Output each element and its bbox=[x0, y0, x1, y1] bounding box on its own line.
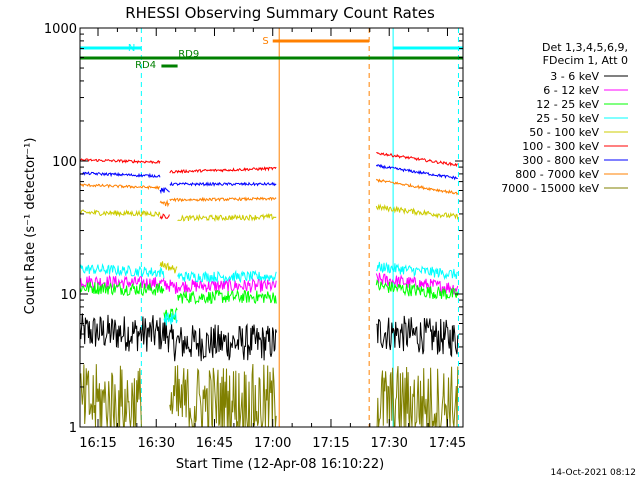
legend-header: FDecim 1, Att 0 bbox=[543, 54, 628, 67]
series-line bbox=[169, 363, 277, 428]
x-tick-label: 17:15 bbox=[312, 436, 349, 451]
series-1 bbox=[79, 313, 459, 362]
y-tick-label: 100 bbox=[52, 155, 77, 170]
legend-label: 25 - 50 keV bbox=[536, 112, 599, 125]
flag-s-label: S bbox=[262, 36, 268, 47]
series-line bbox=[159, 199, 170, 208]
series-8 bbox=[79, 178, 459, 208]
flag-rd9-label: RD9 bbox=[178, 49, 199, 60]
series-line bbox=[376, 366, 459, 428]
legend-label: 50 - 100 keV bbox=[529, 126, 599, 139]
series-9 bbox=[79, 363, 459, 428]
footer-date: 14-Oct-2021 08:12 bbox=[551, 468, 636, 478]
series-line bbox=[79, 158, 161, 165]
series-line bbox=[375, 279, 459, 300]
series-line bbox=[177, 269, 277, 284]
chart-title: RHESSI Observing Summary Count Rates bbox=[125, 4, 435, 22]
series-line bbox=[376, 261, 459, 281]
plot-axes bbox=[79, 27, 464, 428]
plot-frame bbox=[79, 27, 464, 428]
y-tick-label: 1000 bbox=[44, 22, 77, 37]
legend-label: 12 - 25 keV bbox=[536, 98, 599, 111]
y-tick-label: 10 bbox=[60, 288, 77, 303]
legend-label: 300 - 800 keV bbox=[522, 154, 599, 167]
series-line bbox=[376, 151, 458, 168]
series-line bbox=[375, 203, 459, 220]
series-line bbox=[79, 262, 165, 278]
series-line bbox=[375, 163, 458, 181]
series-line bbox=[169, 166, 277, 174]
series-line bbox=[375, 178, 459, 196]
series-line bbox=[79, 364, 142, 428]
series-line bbox=[79, 274, 165, 290]
series-line bbox=[169, 181, 277, 187]
flag-n-label: N bbox=[128, 43, 135, 54]
x-tick-label: 16:30 bbox=[138, 436, 175, 451]
x-tick-label: 16:45 bbox=[196, 436, 233, 451]
x-tick-label: 17:45 bbox=[429, 436, 466, 451]
series-line bbox=[177, 212, 277, 223]
series-4 bbox=[79, 261, 459, 326]
series-line bbox=[79, 281, 165, 297]
x-tick-label: 17:00 bbox=[254, 436, 291, 451]
flag-rd4-label: RD4 bbox=[135, 60, 156, 71]
x-tick-label: 17:30 bbox=[370, 436, 407, 451]
series-line bbox=[79, 313, 169, 353]
series-line bbox=[177, 277, 277, 293]
series-line bbox=[177, 288, 277, 305]
series-7 bbox=[79, 163, 458, 195]
series-line bbox=[79, 208, 161, 218]
series-line bbox=[376, 315, 459, 358]
legend-label: 100 - 300 keV bbox=[522, 140, 599, 153]
x-tick-label: 16:15 bbox=[79, 436, 116, 451]
legend-header: Det 1,3,4,5,6,9, bbox=[542, 41, 628, 54]
series-6 bbox=[79, 151, 458, 220]
series-line bbox=[159, 261, 178, 274]
series-line bbox=[163, 311, 178, 326]
series-3 bbox=[79, 279, 459, 323]
legend-label: 6 - 12 keV bbox=[543, 84, 599, 97]
y-tick-label: 1 bbox=[69, 421, 77, 436]
y-axis-label: Count Rate (s⁻¹ detector⁻¹) bbox=[23, 138, 38, 315]
legend: Det 1,3,4,5,6,9,FDecim 1, Att 0 3 - 6 keV… bbox=[501, 41, 628, 195]
series-line bbox=[159, 186, 170, 195]
series-line bbox=[163, 307, 178, 323]
axis-ticks: 1 10 100 1000 16:15 16:30 16:45 17:00 17:15 17:30… bbox=[44, 22, 466, 451]
x-axis-label: Start Time (12-Apr-08 16:10:22) bbox=[176, 457, 384, 472]
series-line bbox=[159, 213, 170, 220]
series-line bbox=[79, 183, 161, 191]
series-line bbox=[169, 196, 277, 203]
series-line bbox=[79, 171, 161, 179]
series-5 bbox=[79, 203, 459, 274]
plot-data: N S RD4 RD9 bbox=[79, 28, 463, 428]
legend-label: 7000 - 15000 keV bbox=[501, 182, 599, 195]
series-line bbox=[163, 279, 178, 294]
series-line bbox=[168, 323, 277, 362]
legend-label: 3 - 6 keV bbox=[550, 70, 599, 83]
legend-label: 800 - 7000 keV bbox=[515, 168, 599, 181]
